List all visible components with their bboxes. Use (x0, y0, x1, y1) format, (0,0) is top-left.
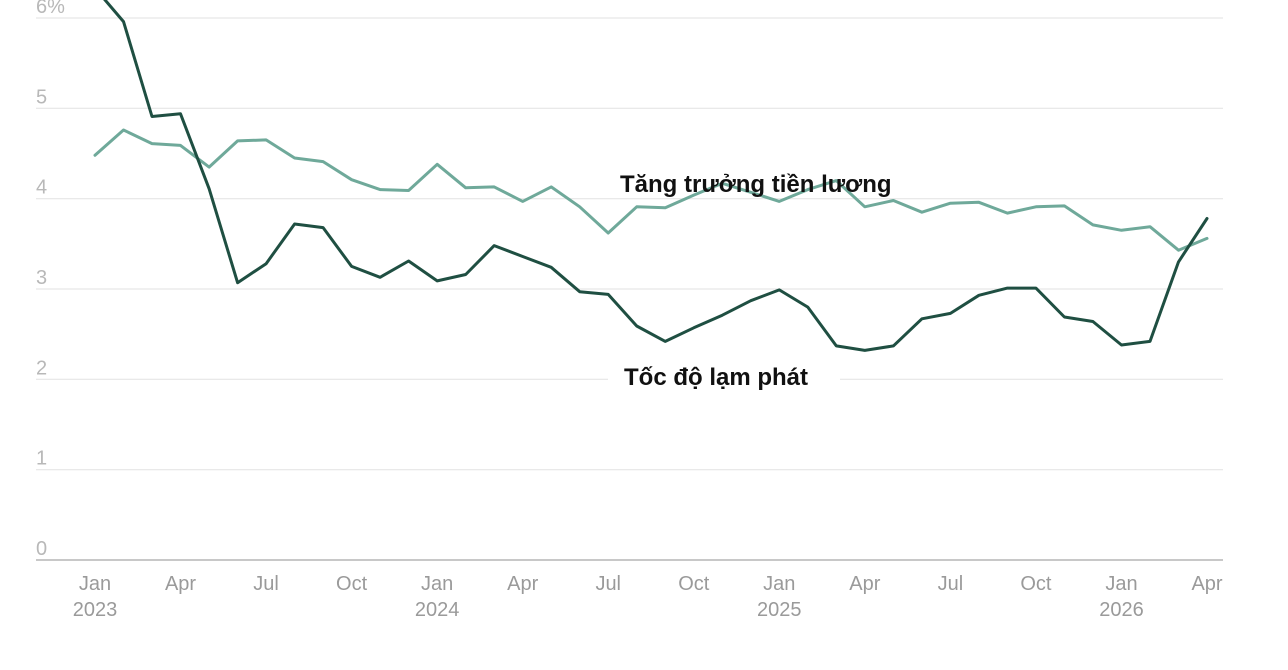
inflation-line (103, 0, 1209, 352)
x-tick-label: Jul (938, 573, 964, 595)
y-axis-ticks: 0 1 2 3 4 5 6% (36, 0, 65, 560)
x-tick-label: Jan (79, 573, 111, 595)
y-tick-label: 0 (36, 538, 47, 560)
x-tick-label: Oct (678, 573, 710, 595)
x-axis-ticks: Jan 2023 Apr Jul Oct Jan 2024 Apr Jul Oct Jan 2025 A… (73, 573, 1223, 621)
x-tick-year-label: 2025 (757, 599, 802, 621)
x-tick-label: Apr (507, 573, 538, 595)
y-tick-label: 5 (36, 86, 47, 108)
x-tick-year-label: 2024 (415, 599, 460, 621)
x-tick-label: Jul (595, 573, 621, 595)
x-tick-label: Jan (421, 573, 453, 595)
x-tick-label: Jan (763, 573, 795, 595)
x-tick-label: Oct (336, 573, 368, 595)
x-tick-label: Apr (165, 573, 196, 595)
inflation-label-background (608, 362, 840, 392)
wage-growth-line (93, 128, 1209, 252)
x-tick-label: Apr (1191, 573, 1222, 595)
x-tick-label: Oct (1020, 573, 1052, 595)
y-tick-label: 2 (36, 357, 47, 379)
wage-growth-series-label: Tăng trưởng tiền lương (620, 171, 892, 198)
series-labels: Tăng trưởng tiền lương Tốc độ lạm phát (608, 171, 892, 392)
x-tick-year-label: 2026 (1099, 599, 1144, 621)
y-tick-label: 6% (36, 0, 65, 18)
inflation-series-label: Tốc độ lạm phát (624, 364, 808, 391)
x-tick-label: Jan (1105, 573, 1137, 595)
y-tick-label: 3 (36, 267, 47, 289)
grid-lines (36, 17, 1223, 471)
y-tick-label: 4 (36, 177, 47, 199)
series-lines (93, 0, 1209, 352)
x-tick-year-label: 2023 (73, 599, 118, 621)
x-tick-label: Apr (849, 573, 880, 595)
y-tick-label: 1 (36, 448, 47, 470)
x-tick-label: Jul (253, 573, 279, 595)
